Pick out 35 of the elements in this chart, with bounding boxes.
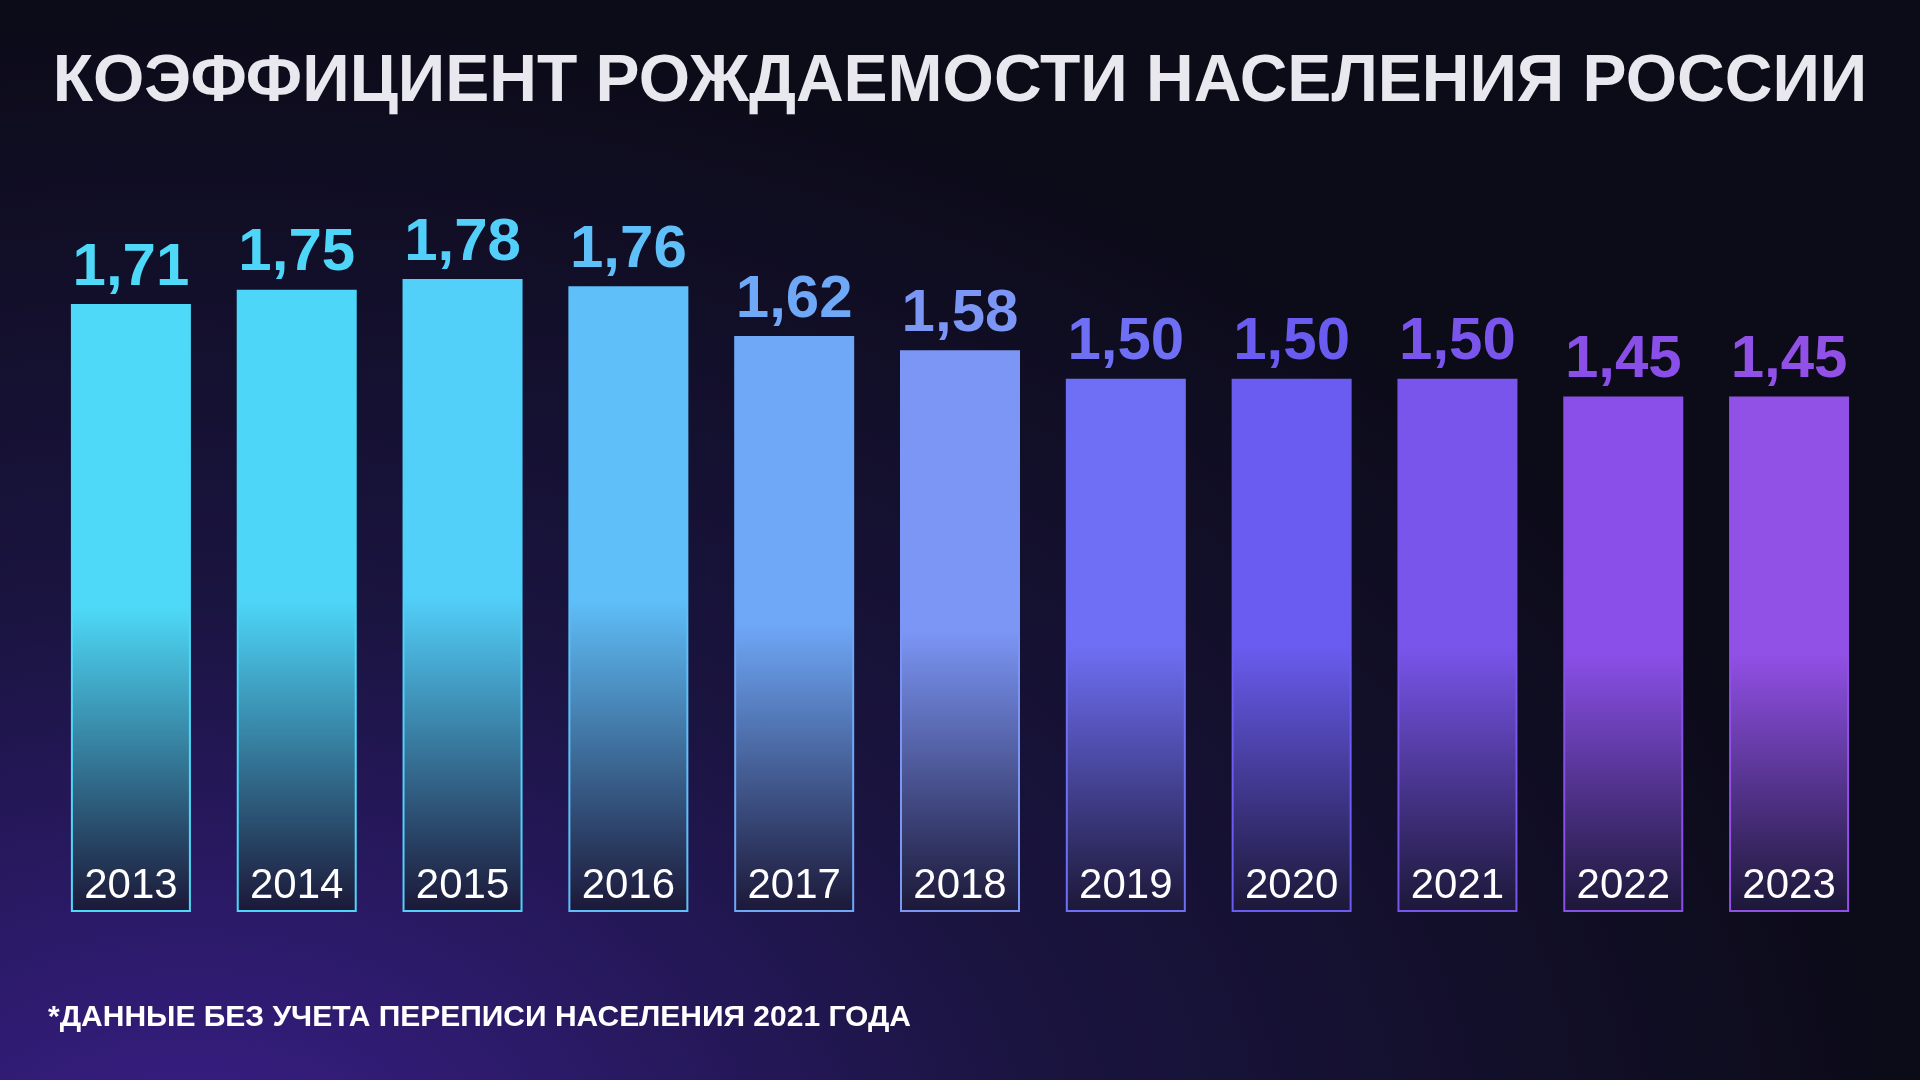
bar: [70, 304, 191, 912]
bar: [1563, 396, 1684, 912]
x-tick-label: 2019: [1079, 859, 1173, 907]
x-tick-label: 2014: [250, 859, 344, 907]
x-tick-label: 2017: [747, 859, 841, 907]
x-tick-label: 2016: [581, 859, 676, 907]
data-label: 1,50: [1067, 305, 1185, 373]
data-label: 1,76: [569, 212, 687, 280]
data-label: 1,45: [1730, 322, 1848, 390]
bar: [568, 286, 689, 912]
x-tick-label: 2021: [1410, 859, 1505, 907]
bar: [1729, 396, 1850, 912]
data-label: 1,78: [404, 205, 521, 273]
x-tick-label: 2015: [415, 859, 510, 907]
bar: [734, 336, 855, 912]
x-tick-label: 2013: [84, 859, 178, 907]
chart-title: КОЭФФИЦИЕНТ РОЖДАЕМОСТИ НАСЕЛЕНИЯ РОССИИ: [52, 41, 1868, 115]
bar: [1397, 378, 1518, 912]
bar: [402, 279, 523, 912]
data-label: 1,45: [1564, 322, 1682, 390]
bar: [1231, 378, 1352, 912]
data-label: 1,58: [901, 276, 1019, 344]
text: *ДАННЫЕ БЕЗ УЧЕТА ПЕРЕПИСИ НАСЕЛЕНИЯ 2021 ГОДА: [48, 998, 912, 1032]
bar: [236, 289, 357, 912]
data-label: 1,50: [1399, 305, 1516, 373]
data-label: 1,75: [238, 216, 356, 284]
data-label: 1,62: [735, 262, 853, 330]
bar: [1065, 378, 1186, 912]
data-label: 1,50: [1233, 305, 1351, 373]
x-tick-label: 2018: [913, 859, 1007, 907]
x-tick-label: 2020: [1244, 859, 1339, 907]
x-tick-label: 2022: [1576, 859, 1670, 907]
bar: [900, 350, 1020, 912]
data-label: 1,71: [72, 230, 190, 298]
x-tick-label: 2023: [1742, 859, 1836, 907]
